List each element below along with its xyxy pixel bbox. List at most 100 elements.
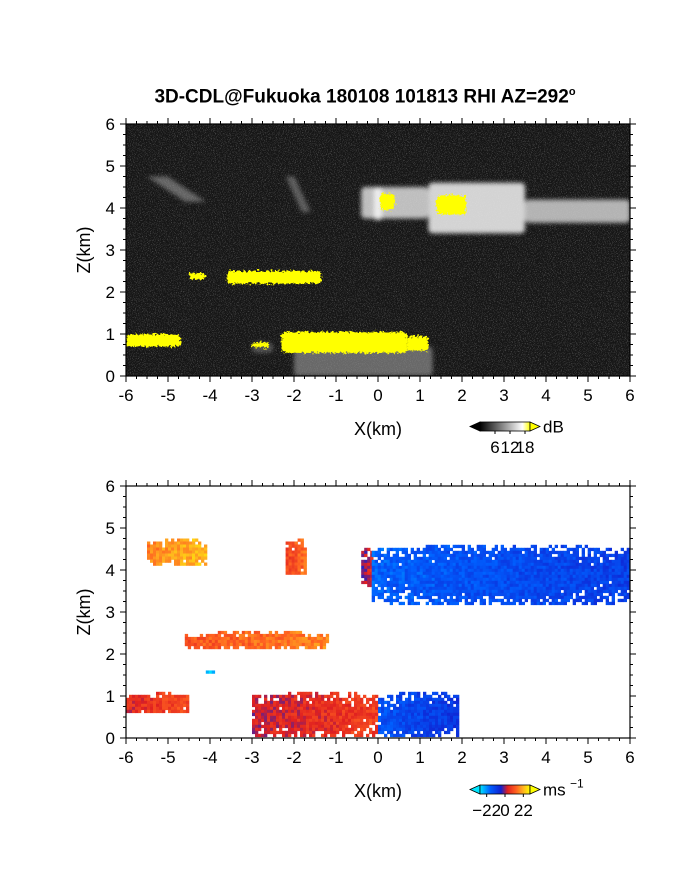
velocity-pixel xyxy=(593,589,597,594)
velocity-pixel xyxy=(581,583,585,588)
velocity-pixel xyxy=(153,550,157,554)
velocity-pixel xyxy=(437,547,441,552)
velocity-pixel xyxy=(319,633,324,638)
velocity-pixel xyxy=(572,583,576,588)
velocity-pixel xyxy=(626,571,630,576)
velocity-pixel xyxy=(375,715,379,720)
velocity-pixel xyxy=(189,547,193,551)
velocity-pixel xyxy=(503,568,507,573)
velocity-pixel xyxy=(186,547,190,551)
velocity-pixel xyxy=(419,571,423,576)
velocity-pixel xyxy=(232,636,237,641)
velocity-pixel xyxy=(491,589,495,594)
velocity-pixel xyxy=(545,568,549,573)
velocity-pixel xyxy=(443,568,447,573)
velocity-pixel xyxy=(416,550,420,555)
velocity-pixel xyxy=(153,706,157,711)
velocity-pixel xyxy=(419,586,423,591)
velocity-pixel xyxy=(614,550,618,555)
velocity-pixel xyxy=(593,553,597,558)
velocity-pixel xyxy=(357,721,361,726)
velocity-pixel xyxy=(572,574,576,579)
y-tick-label: 2 xyxy=(106,283,115,302)
velocity-pixel xyxy=(404,580,408,585)
velocity-pixel xyxy=(300,559,304,563)
velocity-pixel xyxy=(542,547,546,552)
velocity-pixel xyxy=(292,642,297,647)
velocity-pixel xyxy=(270,727,274,732)
velocity-pixel xyxy=(527,583,531,588)
x-tick-label: -4 xyxy=(202,386,217,405)
velocity-pixel xyxy=(273,712,277,717)
velocity-pixel xyxy=(186,556,190,560)
velocity-pixel xyxy=(277,636,282,641)
velocity-pixel xyxy=(303,562,307,566)
velocity-pixel xyxy=(367,577,371,582)
velocity-pixel xyxy=(285,730,289,735)
velocity-pixel xyxy=(366,706,370,711)
x-tick-label: -3 xyxy=(244,386,259,405)
velocity-pixel xyxy=(449,595,453,600)
velocity-pixel xyxy=(500,601,504,606)
velocity-pixel xyxy=(437,586,441,591)
velocity-pixel xyxy=(551,571,555,576)
velocity-pixel xyxy=(533,556,537,561)
velocity-pixel xyxy=(255,700,259,705)
velocity-pixel xyxy=(440,544,444,549)
velocity-pixel xyxy=(536,571,540,576)
strong-echo-mid-west xyxy=(189,273,206,280)
velocity-pixel xyxy=(303,712,307,717)
velocity-pixel xyxy=(303,568,307,572)
velocity-pixel xyxy=(327,709,331,714)
velocity-pixel xyxy=(129,700,133,705)
velocity-pixel xyxy=(422,559,426,564)
velocity-pixel xyxy=(458,571,462,576)
velocity-pixel xyxy=(291,700,295,705)
velocity-pixel xyxy=(518,580,522,585)
velocity-pixel xyxy=(297,571,301,575)
velocity-pixel xyxy=(389,592,393,597)
velocity-pixel xyxy=(518,562,522,567)
velocity-pixel xyxy=(530,583,534,588)
velocity-pixel xyxy=(330,694,334,699)
velocity-pixel xyxy=(611,601,615,606)
velocity-pixel xyxy=(129,709,133,714)
velocity-pixel xyxy=(192,556,196,560)
velocity-pixel xyxy=(446,601,450,606)
velocity-pixel xyxy=(443,565,447,570)
velocity-pixel xyxy=(285,568,289,572)
velocity-pixel xyxy=(410,583,414,588)
velocity-pixel xyxy=(375,694,379,699)
velocity-pixel xyxy=(202,642,207,647)
velocity-pixel xyxy=(551,565,555,570)
velocity-pixel xyxy=(392,574,396,579)
velocity-pixel xyxy=(456,715,460,720)
velocity-pixel xyxy=(268,636,273,641)
velocity-pixel xyxy=(464,598,468,603)
velocity-pixel xyxy=(183,694,187,699)
velocity-pixel xyxy=(288,715,292,720)
velocity-pixel xyxy=(372,700,376,705)
velocity-pixel xyxy=(196,639,201,644)
velocity-pixel xyxy=(581,568,585,573)
velocity-pixel xyxy=(282,715,286,720)
velocity-pixel xyxy=(378,730,382,735)
velocity-pixel xyxy=(470,565,474,570)
velocity-pixel xyxy=(196,642,201,647)
velocity-pixel xyxy=(584,583,588,588)
velocity-pixel xyxy=(393,709,397,714)
x-tick-label: -5 xyxy=(160,386,175,405)
velocity-pixel xyxy=(283,645,288,650)
velocity-pixel xyxy=(426,700,430,705)
velocity-pixel xyxy=(452,559,456,564)
velocity-pixel xyxy=(515,571,519,576)
velocity-pixel xyxy=(447,730,451,735)
velocity-pixel xyxy=(147,544,151,548)
velocity-pixel xyxy=(581,553,585,558)
velocity-pixel xyxy=(288,706,292,711)
velocity-pixel xyxy=(399,727,403,732)
velocity-pixel xyxy=(488,574,492,579)
velocity-pixel xyxy=(208,639,213,644)
velocity-pixel xyxy=(374,568,378,573)
velocity-pixel xyxy=(258,721,262,726)
